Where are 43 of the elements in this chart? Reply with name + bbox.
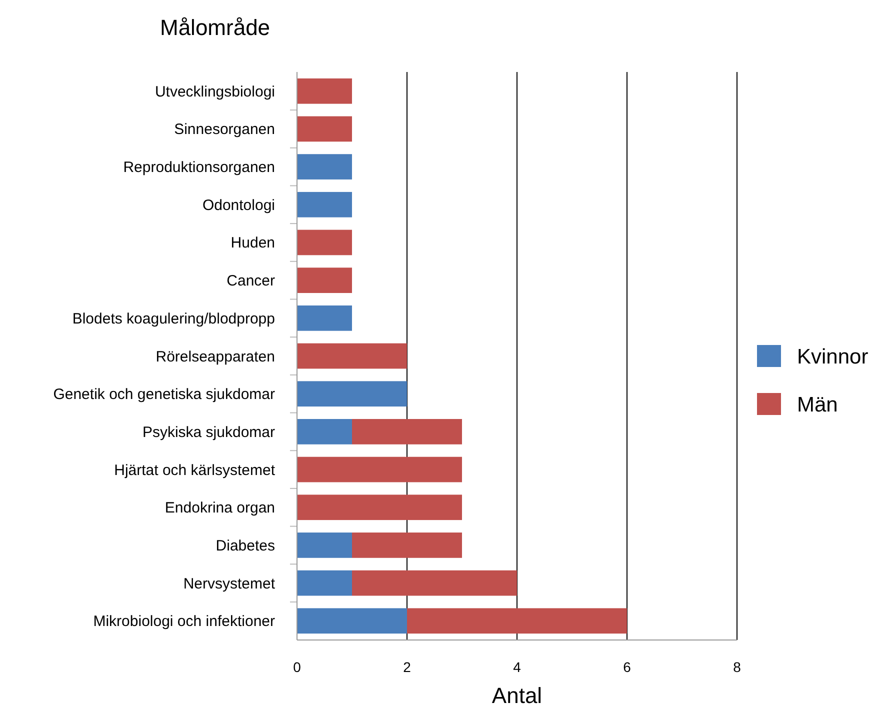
x-tick-label: 6 <box>623 659 632 675</box>
bar <box>297 305 352 331</box>
bar <box>297 494 462 520</box>
bar <box>297 456 462 482</box>
legend-label: Kvinnor <box>797 345 868 368</box>
y-tick-label: Hjärtat och kärlsystemet <box>114 462 276 479</box>
bar <box>352 532 462 558</box>
bar <box>297 154 352 180</box>
bar <box>297 532 352 558</box>
bar <box>297 192 352 218</box>
bar <box>297 116 352 142</box>
y-tick-label: Endokrina organ <box>164 500 275 517</box>
bar <box>297 419 352 444</box>
bar <box>297 343 407 369</box>
y-tick-label: Utvecklingsbiologi <box>154 83 275 100</box>
y-tick-label: Diabetes <box>216 537 275 554</box>
y-tick-label: Reproduktionsorganen <box>123 159 275 176</box>
y-tick-label: Blodets koagulering/blodpropp <box>72 310 275 328</box>
x-tick-label: 0 <box>293 659 302 675</box>
bar <box>297 78 352 104</box>
bar <box>352 570 517 596</box>
y-tick-label: Huden <box>230 234 275 252</box>
bar <box>297 381 407 407</box>
y-tick-label: Sinnesorganen <box>174 121 275 138</box>
y-tick-label: Cancer <box>226 272 275 290</box>
y-axis-title: Målområde <box>160 15 270 40</box>
x-tick-label: 2 <box>403 659 412 675</box>
y-tick-label: Nervsystemet <box>183 575 276 592</box>
y-tick-label: Rörelseapparaten <box>156 348 275 366</box>
bar <box>407 608 627 634</box>
x-tick-label: 4 <box>513 659 522 675</box>
bar <box>352 419 462 444</box>
bar <box>297 268 352 293</box>
y-tick-label: Psykiska sjukdomar <box>142 424 275 441</box>
legend-label: Män <box>797 393 838 416</box>
y-tick-label: Mikrobiologi och infektioner <box>93 613 275 630</box>
x-axis-title: Antal <box>492 683 542 708</box>
bar <box>297 570 352 596</box>
y-tick-label: Odontologi <box>202 196 275 214</box>
x-tick-label: 8 <box>733 659 742 675</box>
bar <box>297 230 352 256</box>
y-tick-label: Genetik och genetiska sjukdomar <box>53 386 275 404</box>
bar <box>297 608 407 634</box>
